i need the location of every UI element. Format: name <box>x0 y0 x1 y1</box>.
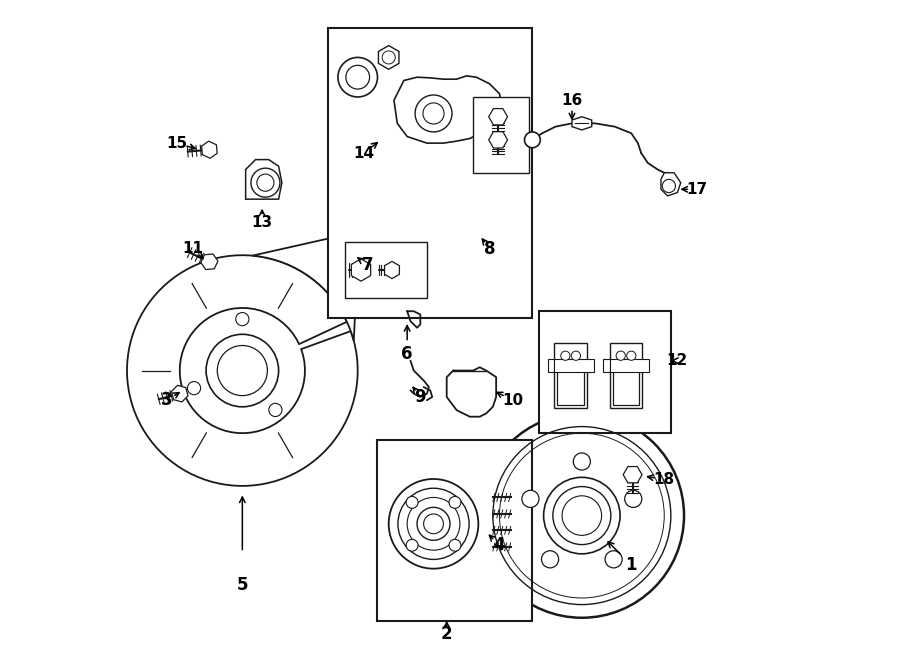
Text: 9: 9 <box>415 388 426 406</box>
Polygon shape <box>572 117 591 130</box>
Polygon shape <box>547 359 554 372</box>
Text: 16: 16 <box>562 93 582 108</box>
Circle shape <box>236 312 249 326</box>
Circle shape <box>605 551 622 568</box>
Polygon shape <box>246 160 282 199</box>
Text: 18: 18 <box>653 472 675 487</box>
Circle shape <box>251 168 280 197</box>
Circle shape <box>662 179 676 193</box>
Circle shape <box>449 496 461 508</box>
Text: 11: 11 <box>183 241 203 256</box>
Polygon shape <box>557 365 584 405</box>
Circle shape <box>573 453 590 470</box>
Circle shape <box>338 58 377 97</box>
Polygon shape <box>661 173 680 196</box>
Text: 13: 13 <box>252 214 273 230</box>
Circle shape <box>626 351 636 360</box>
Text: 14: 14 <box>354 146 375 160</box>
Circle shape <box>480 413 684 618</box>
Text: 17: 17 <box>687 182 707 197</box>
Text: 12: 12 <box>667 353 688 368</box>
Text: 7: 7 <box>362 256 374 274</box>
Polygon shape <box>554 359 594 372</box>
Polygon shape <box>351 259 371 281</box>
Polygon shape <box>127 255 357 486</box>
Text: 15: 15 <box>166 136 187 151</box>
Polygon shape <box>202 141 217 158</box>
Text: 6: 6 <box>401 345 413 363</box>
Polygon shape <box>496 103 514 124</box>
Polygon shape <box>554 342 587 408</box>
Polygon shape <box>609 359 649 372</box>
Polygon shape <box>489 132 508 148</box>
Circle shape <box>206 334 279 407</box>
Circle shape <box>415 95 452 132</box>
Text: 5: 5 <box>237 576 248 594</box>
Circle shape <box>269 403 282 416</box>
Circle shape <box>572 351 580 360</box>
Polygon shape <box>171 385 188 402</box>
Polygon shape <box>623 467 642 483</box>
Bar <box>328 28 533 318</box>
Polygon shape <box>489 109 508 125</box>
Circle shape <box>522 491 539 508</box>
Circle shape <box>406 540 418 551</box>
Polygon shape <box>252 232 359 341</box>
Text: 1: 1 <box>626 556 637 574</box>
Polygon shape <box>201 254 218 269</box>
Circle shape <box>449 540 461 551</box>
Bar <box>345 242 427 298</box>
Circle shape <box>187 381 201 395</box>
Circle shape <box>417 507 450 540</box>
Text: 8: 8 <box>484 240 495 258</box>
Circle shape <box>389 479 478 569</box>
Text: 3: 3 <box>161 391 172 409</box>
Circle shape <box>406 496 418 508</box>
Polygon shape <box>603 359 609 372</box>
Polygon shape <box>378 46 399 70</box>
Bar <box>473 97 529 173</box>
Circle shape <box>525 132 540 148</box>
Text: 10: 10 <box>502 393 523 408</box>
Circle shape <box>542 551 559 568</box>
Polygon shape <box>613 365 639 405</box>
Polygon shape <box>394 76 503 143</box>
Circle shape <box>561 351 570 360</box>
Bar <box>377 440 533 621</box>
Text: 2: 2 <box>441 625 453 643</box>
Circle shape <box>625 491 642 508</box>
Bar <box>539 311 670 433</box>
Circle shape <box>544 477 620 554</box>
Polygon shape <box>384 261 400 279</box>
Circle shape <box>616 351 625 360</box>
Polygon shape <box>609 342 643 408</box>
Text: 4: 4 <box>493 536 505 554</box>
